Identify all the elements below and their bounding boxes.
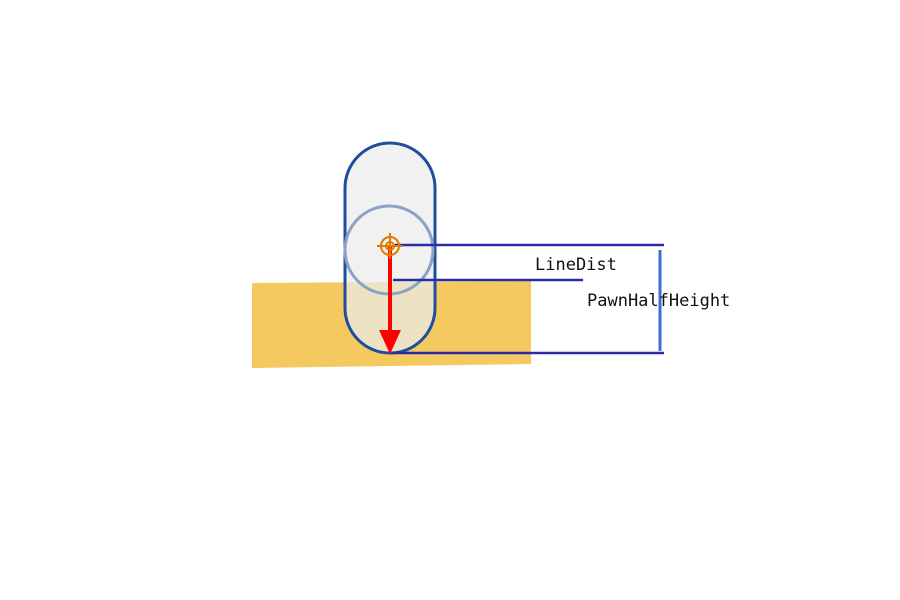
crosshair-icon <box>377 233 403 259</box>
arrow-down-icon <box>379 247 401 354</box>
label-line-dist: LineDist <box>535 255 617 275</box>
label-pawn-half-height: PawnHalfHeight <box>587 291 730 311</box>
